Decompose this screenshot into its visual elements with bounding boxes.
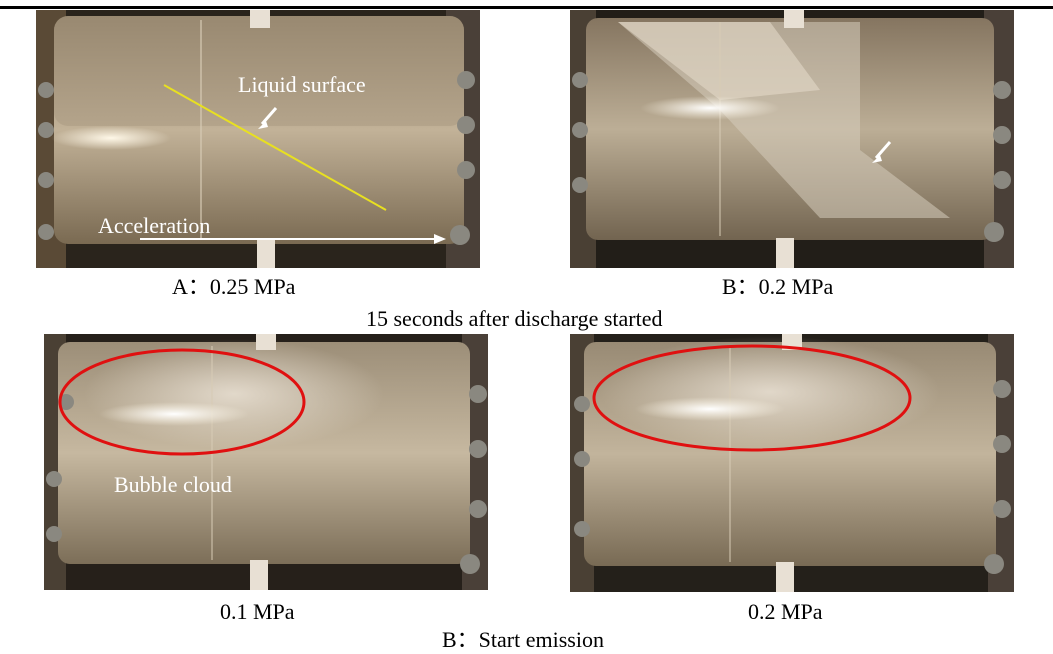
photo-d-cylinder	[570, 334, 1014, 592]
bubble-cloud-label: Bubble cloud	[114, 472, 232, 497]
photo-a-image	[36, 10, 480, 268]
photo-a-caption: A：0.25 MPa	[172, 274, 296, 299]
photo-c-cylinder: Bubble cloud	[44, 334, 488, 590]
photo-d-image	[570, 334, 1014, 592]
photo-c-caption: 0.1 MPa	[220, 599, 295, 624]
liquid-surface-label: Liquid surface	[238, 72, 366, 97]
photo-c-image	[44, 334, 488, 590]
bubble-cloud-ellipse	[58, 348, 306, 456]
photo-d-caption: 0.2 MPa	[748, 599, 823, 624]
photo-b-cylinder	[570, 10, 1014, 268]
photo-b-image	[570, 10, 1014, 268]
acceleration-label: Acceleration	[98, 213, 211, 238]
photo-a-cylinder: Liquid surface Acceleration	[36, 10, 480, 268]
top-rule-right	[553, 6, 1053, 9]
bottom-group-caption: B：Start emission	[442, 627, 604, 652]
top-rule-left	[0, 6, 553, 9]
bubble-cloud-ellipse-d	[592, 344, 912, 452]
photo-b-caption: B：0.2 MPa	[722, 274, 834, 299]
top-group-caption: 15 seconds after discharge started	[366, 306, 663, 331]
liquid-surface-line	[163, 84, 387, 211]
